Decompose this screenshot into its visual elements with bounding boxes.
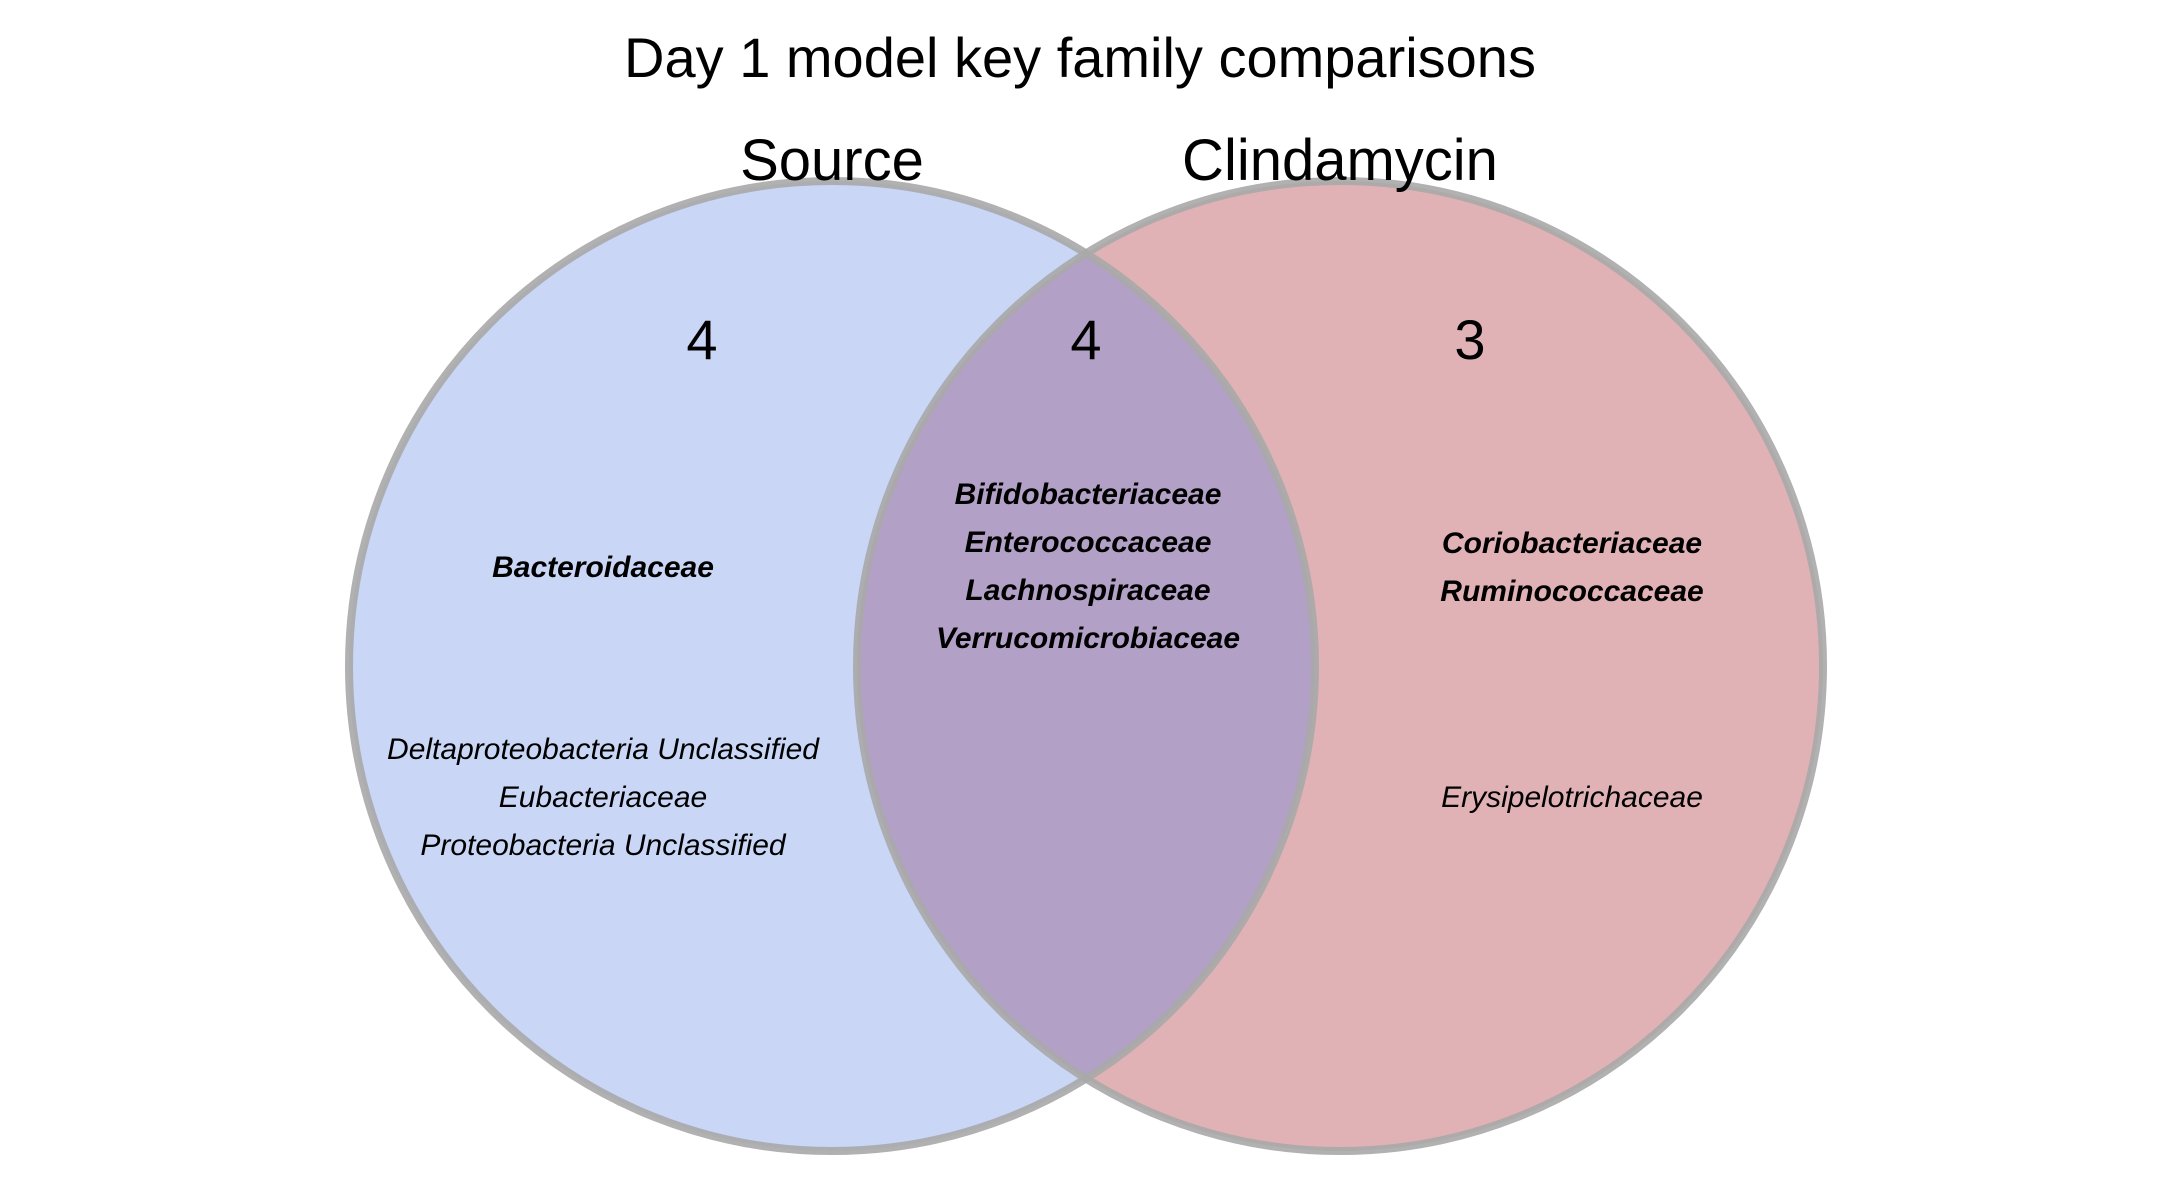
family-label: Deltaproteobacteria Unclassified — [387, 733, 819, 766]
source-only-regular-families: Deltaproteobacteria Unclassified Eubacte… — [387, 726, 819, 870]
clindamycin-only-regular-families: Erysipelotrichaceae — [1441, 774, 1703, 822]
family-label: Lachnospiraceae — [965, 574, 1211, 607]
clindamycin-only-bold-families: Coriobacteriaceae Ruminococcaceae — [1440, 520, 1703, 616]
shared-bold-families: Bifidobacteriaceae Enterococcaceae Lachn… — [936, 471, 1240, 663]
family-label: Ruminococcaceae — [1440, 575, 1704, 608]
clindamycin-only-count: 3 — [1454, 308, 1486, 371]
family-label: Coriobacteriaceae — [1441, 527, 1703, 560]
clindamycin-set-label: Clindamycin — [1182, 128, 1498, 193]
family-label: Enterococcaceae — [964, 526, 1212, 559]
family-label: Proteobacteria Unclassified — [420, 829, 786, 862]
family-label: Bacteroidaceae — [492, 551, 714, 584]
family-label: Verrucomicrobiaceae — [935, 622, 1241, 655]
chart-title: Day 1 model key family comparisons — [624, 26, 1536, 89]
source-only-count: 4 — [686, 308, 718, 371]
family-label: Eubacteriaceae — [498, 781, 708, 814]
source-only-bold-families: Bacteroidaceae — [492, 544, 714, 592]
family-label: Erysipelotrichaceae — [1441, 781, 1703, 814]
source-circle-outline — [345, 177, 1319, 1155]
shared-count: 4 — [1070, 308, 1102, 371]
family-label: Bifidobacteriaceae — [954, 478, 1222, 511]
source-set-label: Source — [740, 128, 924, 193]
overlap-region — [857, 181, 1315, 1151]
clindamycin-circle-outline — [853, 177, 1827, 1155]
